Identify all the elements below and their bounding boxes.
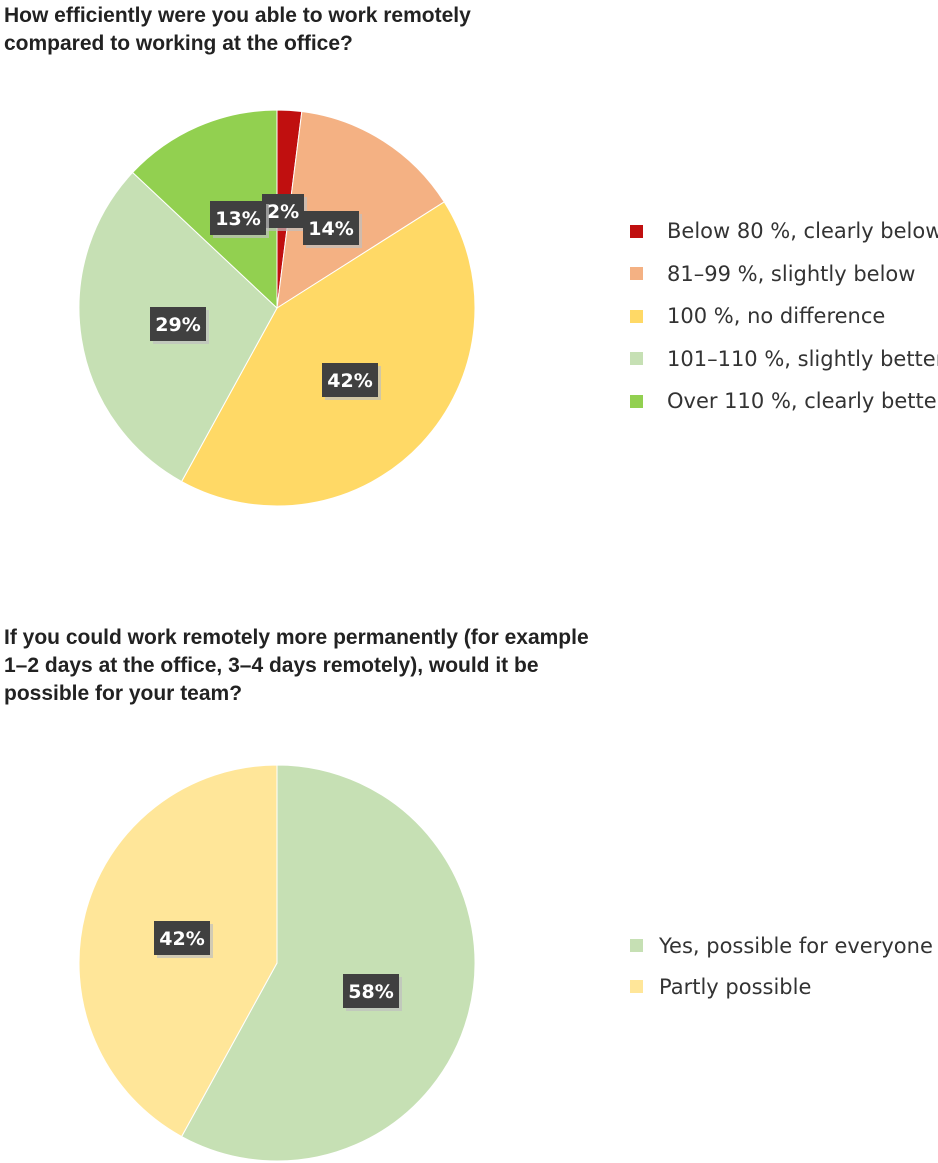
chart-1-data-label-4: 29% [150, 307, 209, 344]
svg-text:42%: 42% [159, 928, 204, 950]
chart-1-legend-item-3: 100 %, no difference [630, 295, 938, 338]
chart-1-legend-label-1: Below 80 %, clearly below [667, 219, 938, 244]
svg-text:13%: 13% [215, 208, 260, 230]
chart-2-legend-item-1: Yes, possible for everyone [630, 925, 933, 966]
chart-1-legend-item-4: 101–110 %, slightly better [630, 338, 938, 381]
chart-2-slice-1 [180, 764, 476, 1162]
svg-text:29%: 29% [155, 314, 200, 336]
chart-1-legend-swatch-2 [630, 267, 643, 281]
chart-1-legend-label-2: 81–99 %, slightly below [667, 261, 916, 286]
chart-2-title: If you could work remotely more permanen… [4, 626, 589, 705]
chart-1-legend-swatch-3 [630, 309, 643, 323]
chart-1-legend-swatch-5 [630, 394, 643, 408]
chart-2-data-label-1: 58% [343, 974, 402, 1011]
chart-1-slice-5 [131, 109, 278, 310]
chart-1-legend-label-5: Over 110 %, clearly better [667, 389, 938, 414]
chart-1-legend: Below 80 %, clearly below 81–99 %, slight… [630, 210, 938, 423]
chart-1-title: How efficiently were you able to work re… [4, 4, 471, 55]
chart-1-legend-swatch-4 [630, 352, 643, 366]
chart-1-legend-item-2: 81–99 %, slightly below [630, 253, 938, 296]
chart-1-data-label-2: 14% [303, 211, 362, 248]
chart-2-data-label-2: 42% [154, 921, 213, 958]
chart-2-legend-item-2: Partly possible [630, 966, 933, 1007]
chart-1-slice-3 [180, 201, 476, 507]
chart-1-data-label-3: 42% [322, 363, 381, 400]
svg-text:14%: 14% [308, 218, 353, 240]
chart-1-slice-2 [276, 111, 445, 309]
chart-2-legend-swatch-1 [630, 939, 643, 952]
svg-text:42%: 42% [327, 370, 372, 392]
chart-1-pie: 2% 14% 42% 29% 13% [78, 109, 476, 507]
chart-1-legend-swatch-1 [630, 224, 643, 238]
svg-text:2%: 2% [267, 201, 299, 223]
chart-1-legend-label-4: 101–110 %, slightly better [667, 346, 938, 371]
chart-1-legend-item-5: Over 110 %, clearly better [630, 380, 938, 423]
chart-1-legend-label-3: 100 %, no difference [667, 304, 886, 329]
chart-2-legend: Yes, possible for everyone Partly possibl… [630, 925, 933, 1007]
chart-1-data-label-5: 13% [210, 201, 269, 238]
svg-text:58%: 58% [348, 981, 393, 1003]
chart-2-legend-swatch-2 [630, 980, 643, 993]
chart-2-pie: 58% 42% [78, 764, 476, 1162]
chart-2-legend-label-1: Yes, possible for everyone [659, 933, 933, 958]
chart-2-legend-label-2: Partly possible [659, 974, 812, 999]
chart-1-legend-item-1: Below 80 %, clearly below [630, 210, 938, 253]
